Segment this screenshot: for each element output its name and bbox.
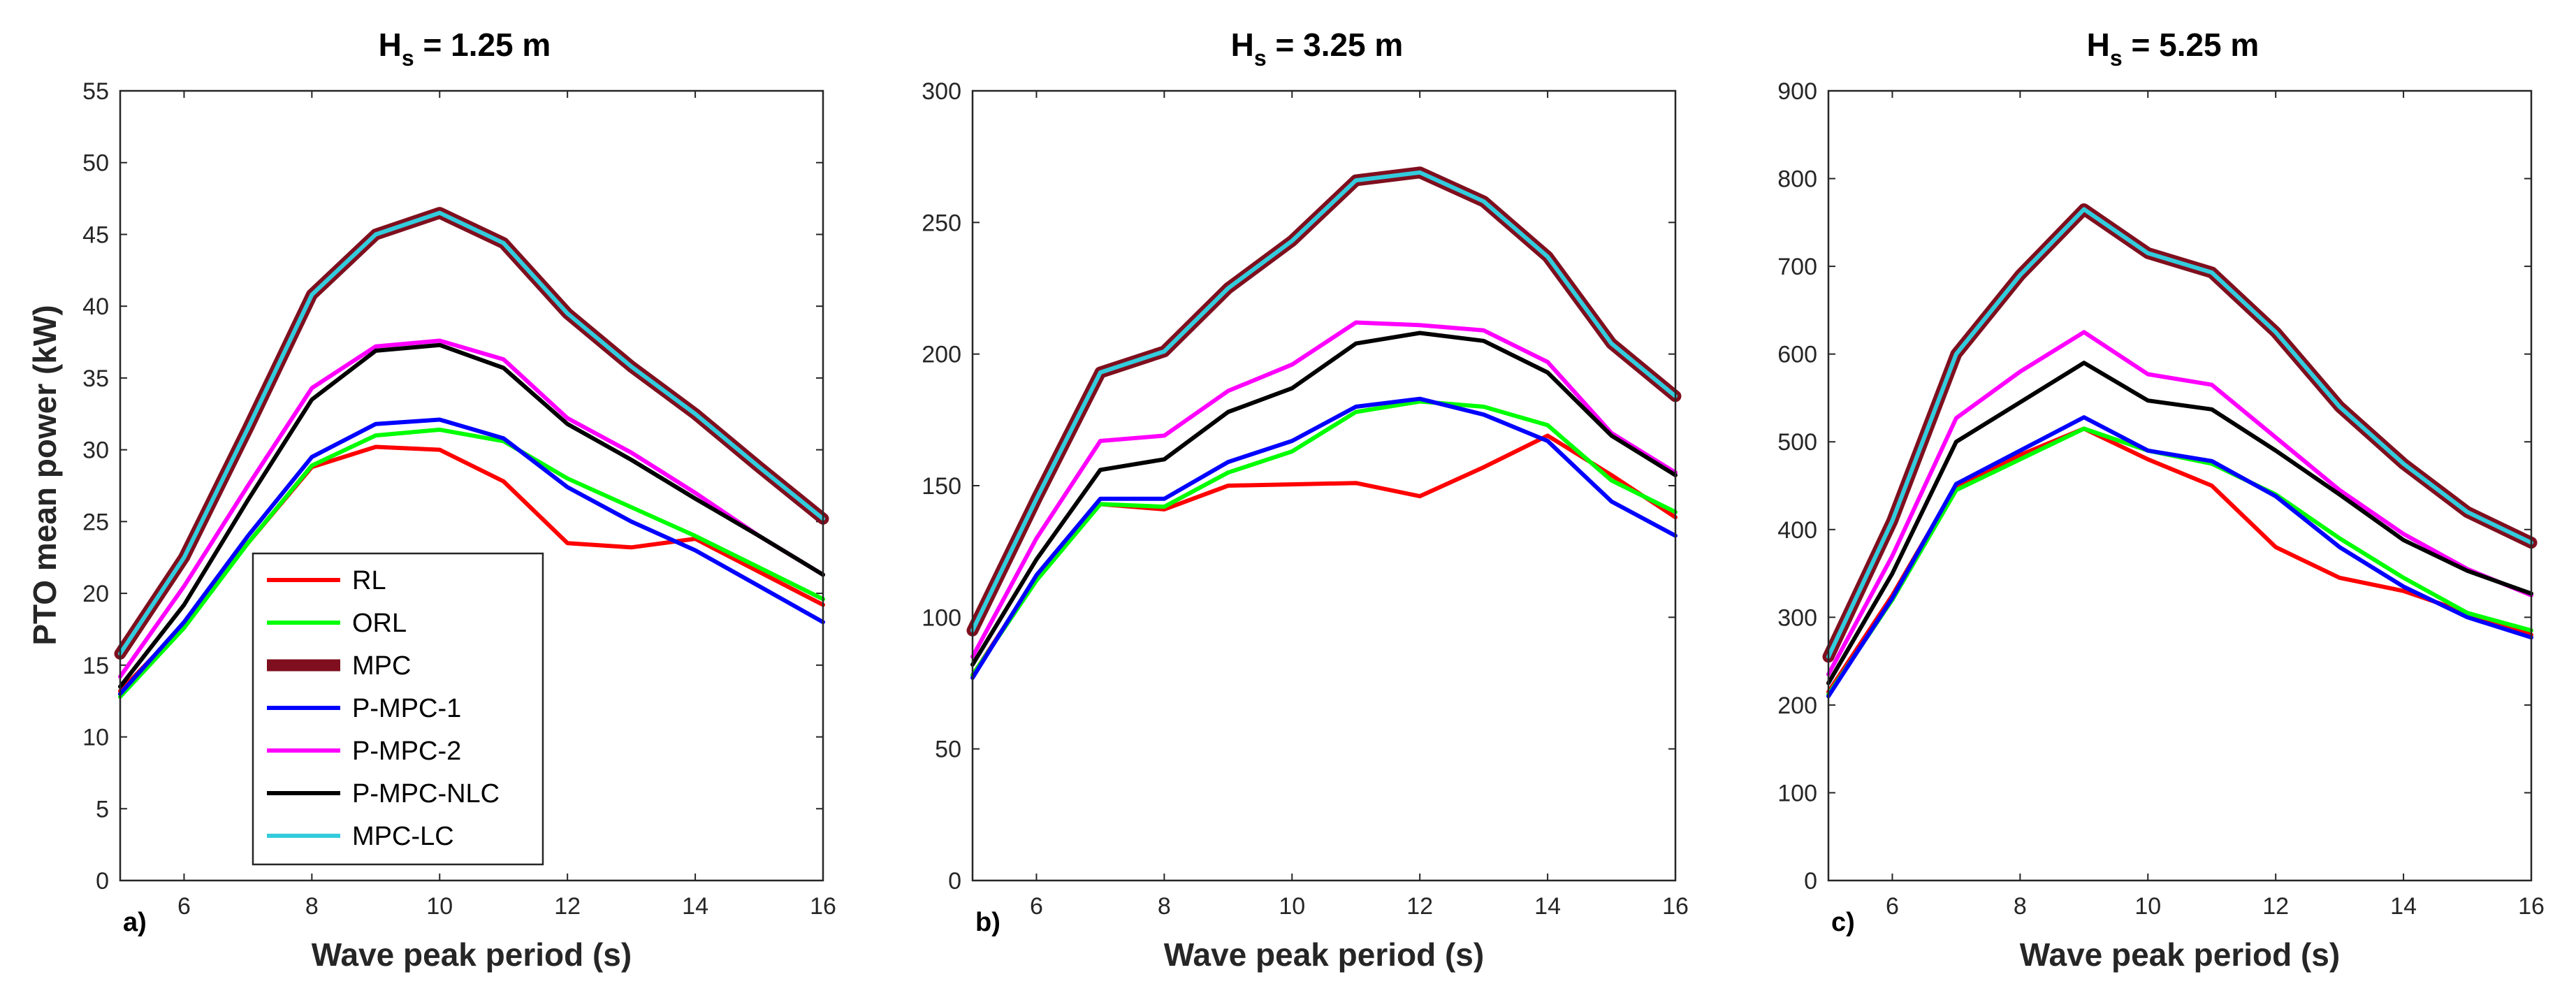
- panel-title: Hs = 5.25 m: [2087, 27, 2260, 71]
- axes-frame: [1827, 89, 2533, 882]
- y-tick-label: 25: [82, 509, 109, 535]
- panel-title: Hs = 1.25 m: [379, 27, 551, 71]
- y-tick-label: 50: [935, 737, 961, 763]
- x-tick-label: 10: [2134, 893, 2161, 920]
- x-tick-label: 12: [554, 893, 581, 920]
- series-line-p-mpc-1: [1826, 415, 2533, 699]
- x-tick-label: 6: [177, 893, 191, 920]
- series-line-p-mpc-nlc: [970, 331, 1678, 667]
- y-tick-label: 700: [1777, 254, 1817, 280]
- y-tick-label: 100: [1777, 780, 1817, 806]
- legend: RL ORL MPC P-MPC-1 P-MPC-2 P-MPC-NLC MPC-LC: [252, 552, 544, 866]
- y-axis-label: PTO mean power (kW): [27, 305, 63, 645]
- series-line-mpc-lc: [970, 170, 1678, 633]
- series-line-orl: [118, 427, 825, 699]
- y-tick-label: 0: [1804, 868, 1817, 894]
- x-tick-label: 12: [2262, 893, 2289, 920]
- y-tick-label: 30: [82, 437, 109, 464]
- legend-item-p-mpc-2: P-MPC-2: [267, 737, 461, 766]
- y-tick-label: 200: [1777, 693, 1817, 719]
- y-tick-label: 250: [922, 210, 961, 236]
- series-line-p-mpc-nlc: [1826, 361, 2533, 686]
- x-tick-label: 8: [1158, 893, 1171, 920]
- x-tick-label: 16: [810, 893, 836, 920]
- x-tick-label: 6: [1030, 893, 1043, 920]
- y-tick-label: 800: [1777, 166, 1817, 193]
- x-tick-label: 8: [2014, 893, 2027, 920]
- y-tick-label: 500: [1777, 429, 1817, 456]
- legend-item-mpc-lc: MPC-LC: [267, 822, 454, 851]
- y-tick-label: 50: [82, 150, 109, 177]
- plot-area: [1828, 91, 2531, 881]
- y-tick-label: 15: [82, 653, 109, 679]
- y-tick-label: 35: [82, 365, 109, 392]
- y-tick-label: 55: [82, 78, 109, 105]
- series-line-p-mpc-nlc: [118, 342, 825, 689]
- x-tick-label: 14: [2390, 893, 2417, 920]
- legend-item-mpc: MPC: [267, 651, 411, 681]
- series-line-p-mpc-2: [118, 338, 825, 679]
- legend-label: P-MPC-1: [352, 694, 461, 723]
- series-line-p-mpc-1: [970, 396, 1678, 680]
- series-line-mpc-lc: [118, 210, 825, 656]
- y-tick-label: 200: [922, 342, 961, 368]
- legend-item-orl: ORL: [267, 609, 407, 638]
- x-tick-label: 16: [2518, 893, 2545, 920]
- x-tick-label: 14: [682, 893, 708, 920]
- legend-item-rl: RL: [267, 566, 386, 595]
- panel-label: b): [975, 908, 1000, 937]
- series-line-mpc-lc: [1826, 207, 2533, 659]
- series-line-p-mpc-2: [1826, 330, 2533, 676]
- legend-label: P-MPC-NLC: [352, 779, 500, 809]
- panel-b: 0 50 100 150 200 250 300 6 8 10 12 14 16 Hs = 3.25 m b…: [922, 27, 1689, 973]
- x-axis-label: Wave peak period (s): [2020, 936, 2340, 973]
- axes-frame: [119, 89, 824, 882]
- y-tick-label: 10: [82, 725, 109, 751]
- x-tick-label: 6: [1886, 893, 1899, 920]
- panel-label: c): [1831, 908, 1855, 937]
- x-tick-label: 10: [1279, 893, 1305, 920]
- legend-item-p-mpc-nlc: P-MPC-NLC: [267, 779, 500, 809]
- x-tick-label: 12: [1406, 893, 1433, 920]
- x-axis-label: Wave peak period (s): [1164, 936, 1484, 973]
- y-tick-label: 150: [922, 473, 961, 500]
- y-tick-label: 45: [82, 222, 109, 248]
- y-tick-label: 600: [1777, 342, 1817, 368]
- y-tick-label: 300: [922, 78, 961, 105]
- y-tick-label: 0: [96, 868, 109, 894]
- panel-label: a): [123, 908, 147, 937]
- y-tick-label: 900: [1777, 78, 1817, 105]
- series-line-orl: [970, 399, 1678, 678]
- legend-item-p-mpc-1: P-MPC-1: [267, 694, 461, 723]
- legend-label: MPC-LC: [352, 822, 454, 851]
- panel-title: Hs = 3.25 m: [1231, 27, 1404, 71]
- y-tick-label: 40: [82, 294, 109, 320]
- legend-label: MPC: [352, 651, 411, 681]
- y-tick-label: 100: [922, 604, 961, 631]
- legend-label: ORL: [352, 609, 407, 638]
- legend-label: P-MPC-2: [352, 737, 461, 766]
- panel-c: 0 100 200 300 400 500 600 700 800 900 6 8 10 12 14 16 Hs…: [1777, 27, 2545, 973]
- series-line-p-mpc-1: [118, 417, 825, 696]
- series-line-p-mpc-2: [970, 320, 1678, 659]
- y-tick-label: 0: [948, 868, 961, 894]
- y-tick-label: 300: [1777, 604, 1817, 631]
- x-tick-label: 16: [1662, 893, 1689, 920]
- x-axis-label: Wave peak period (s): [312, 936, 632, 973]
- x-tick-label: 14: [1534, 893, 1561, 920]
- y-tick-label: 20: [82, 581, 109, 607]
- x-tick-label: 8: [305, 893, 319, 920]
- y-tick-label: 5: [96, 796, 109, 823]
- legend-label: RL: [352, 566, 386, 595]
- axes-frame: [971, 89, 1677, 882]
- y-tick-label: 400: [1777, 517, 1817, 544]
- x-tick-label: 10: [426, 893, 453, 920]
